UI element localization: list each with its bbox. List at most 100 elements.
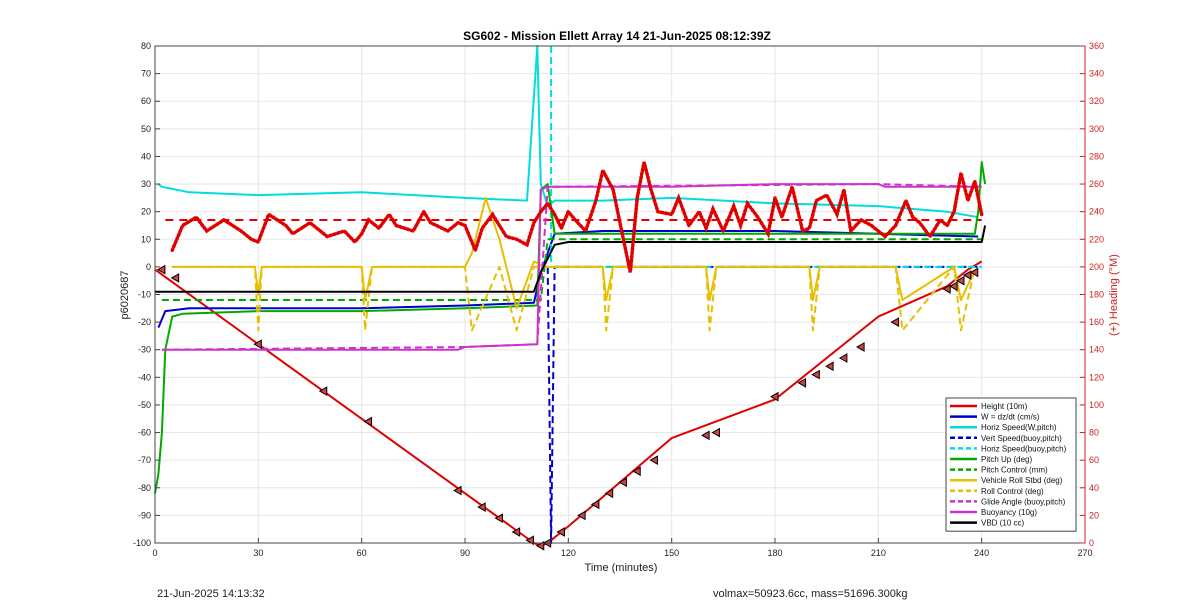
legend-label: Height (10m) [981, 402, 1028, 411]
x-tick-label: 240 [974, 548, 989, 558]
y2-tick-label: 40 [1089, 483, 1099, 493]
y2-tick-label: 220 [1089, 234, 1104, 244]
y-tick-label: 20 [141, 207, 151, 217]
y2-axis-label: (+) Heading (°M) [1108, 254, 1120, 336]
height-marker [477, 502, 486, 512]
legend-label: W = dz/dt (cm/s) [981, 413, 1040, 422]
height-marker [942, 284, 951, 294]
x-tick-label: 30 [253, 548, 263, 558]
axes: 0 30 60 90 120 150 180 210 240 270 80 70 60 50 40 30 20 1… [133, 41, 1104, 558]
y2-tick-label: 0 [1089, 538, 1094, 548]
legend-label: Pitch Control (mm) [981, 466, 1048, 475]
height-marker [453, 485, 462, 496]
y2-tick-label: 360 [1089, 41, 1104, 51]
height-marker [156, 264, 166, 275]
height-marker [535, 540, 545, 551]
y2-tick-label: 160 [1089, 317, 1104, 327]
height-marker [494, 513, 503, 524]
legend-label: Vehicle Roll Stbd (deg) [981, 476, 1063, 485]
legend-box [945, 397, 1077, 532]
chart-title: SG602 - Mission Ellett Array 14 21-Jun-2… [463, 29, 771, 43]
y2-tick-label: 260 [1089, 179, 1104, 189]
heading-series [170, 161, 984, 273]
series-line-11 [155, 225, 987, 293]
y2-tick-label: 200 [1089, 262, 1104, 272]
x-tick-label: 0 [152, 548, 157, 558]
y-tick-label: -70 [138, 455, 151, 465]
y-tick-label: 80 [141, 41, 151, 51]
height-marker [170, 273, 180, 283]
footer-stats: volmax=50923.6cc, mass=51696.300kg [713, 588, 908, 600]
legend-label: Vert Speed(buoy,pitch) [981, 434, 1062, 443]
height-marker [711, 427, 720, 438]
x-tick-label: 210 [871, 548, 886, 558]
x-tick-label: 60 [357, 548, 367, 558]
series-line-10 [161, 183, 982, 351]
x-tick-label: 120 [561, 548, 576, 558]
y-tick-label: 30 [141, 179, 151, 189]
y-tick-label: 40 [141, 151, 151, 161]
legend: Height (10m) W = dz/dt (cm/s) Horiz Speed(… [945, 397, 1077, 532]
y-tick-label: 70 [141, 69, 151, 79]
height-marker [969, 267, 979, 278]
y2-tick-label: 20 [1089, 510, 1099, 520]
y2-tick-label: 180 [1089, 290, 1104, 300]
footer-timestamp: 21-Jun-2025 14:13:32 [157, 588, 265, 600]
series-line-6 [161, 238, 982, 301]
height-marker [253, 339, 262, 350]
y-tick-label: -50 [138, 400, 151, 410]
x-tick-label: 150 [664, 548, 679, 558]
x-tick-label: 270 [1077, 548, 1092, 558]
height-marker [363, 416, 373, 427]
height-marker [590, 499, 600, 510]
height-marker [890, 317, 900, 327]
y-tick-label: -80 [138, 483, 151, 493]
y-axis-label: p6020687 [119, 271, 131, 320]
x-tick-label: 90 [460, 548, 470, 558]
y2-tick-label: 100 [1089, 400, 1104, 410]
height-marker [701, 430, 710, 441]
height-marker [856, 342, 865, 352]
y-tick-label: -100 [133, 538, 151, 548]
y2-tick-label: 60 [1089, 455, 1099, 465]
y-tick-label: -10 [138, 290, 151, 300]
height-marker [769, 391, 779, 402]
y2-tick-label: 280 [1089, 151, 1104, 161]
y-tick-label: -90 [138, 510, 151, 520]
legend-label: VBD (10 cc) [981, 519, 1024, 528]
y-tick-label: -20 [138, 317, 151, 327]
series-line-2 [157, 45, 979, 219]
series-layer [154, 45, 987, 551]
height-marker [949, 281, 958, 292]
legend-label: Roll Control (deg) [981, 487, 1044, 496]
y-tick-label: 0 [146, 262, 151, 272]
y-tick-label: -30 [138, 345, 151, 355]
height-marker [955, 275, 965, 286]
y2-tick-label: 300 [1089, 124, 1104, 134]
legend-label: Horiz Speed(buoy,pitch) [981, 444, 1067, 453]
height-marker [318, 386, 328, 397]
x-tick-label: 180 [767, 548, 782, 558]
legend-label: Glide Angle (buoy,pitch) [981, 497, 1066, 506]
height-marker [838, 353, 848, 363]
height-marker [962, 270, 972, 281]
y2-tick-label: 140 [1089, 345, 1104, 355]
height-marker [797, 377, 807, 388]
y2-tick-label: 340 [1089, 69, 1104, 79]
legend-label: Buoyancy (10g) [981, 508, 1037, 517]
height-marker [604, 488, 614, 499]
y-tick-label: -40 [138, 372, 151, 382]
series-line-9 [161, 183, 982, 351]
y2-tick-label: 320 [1089, 96, 1104, 106]
height-marker [525, 535, 534, 546]
y-tick-label: 10 [141, 234, 151, 244]
height-marker [825, 361, 834, 372]
height-marker [618, 477, 627, 488]
height-marker [632, 466, 641, 477]
y2-tick-label: 80 [1089, 428, 1099, 438]
series-line-8 [172, 265, 976, 332]
y-tick-label: 50 [141, 124, 151, 134]
height-marker [556, 527, 565, 537]
height-marker [511, 527, 521, 537]
